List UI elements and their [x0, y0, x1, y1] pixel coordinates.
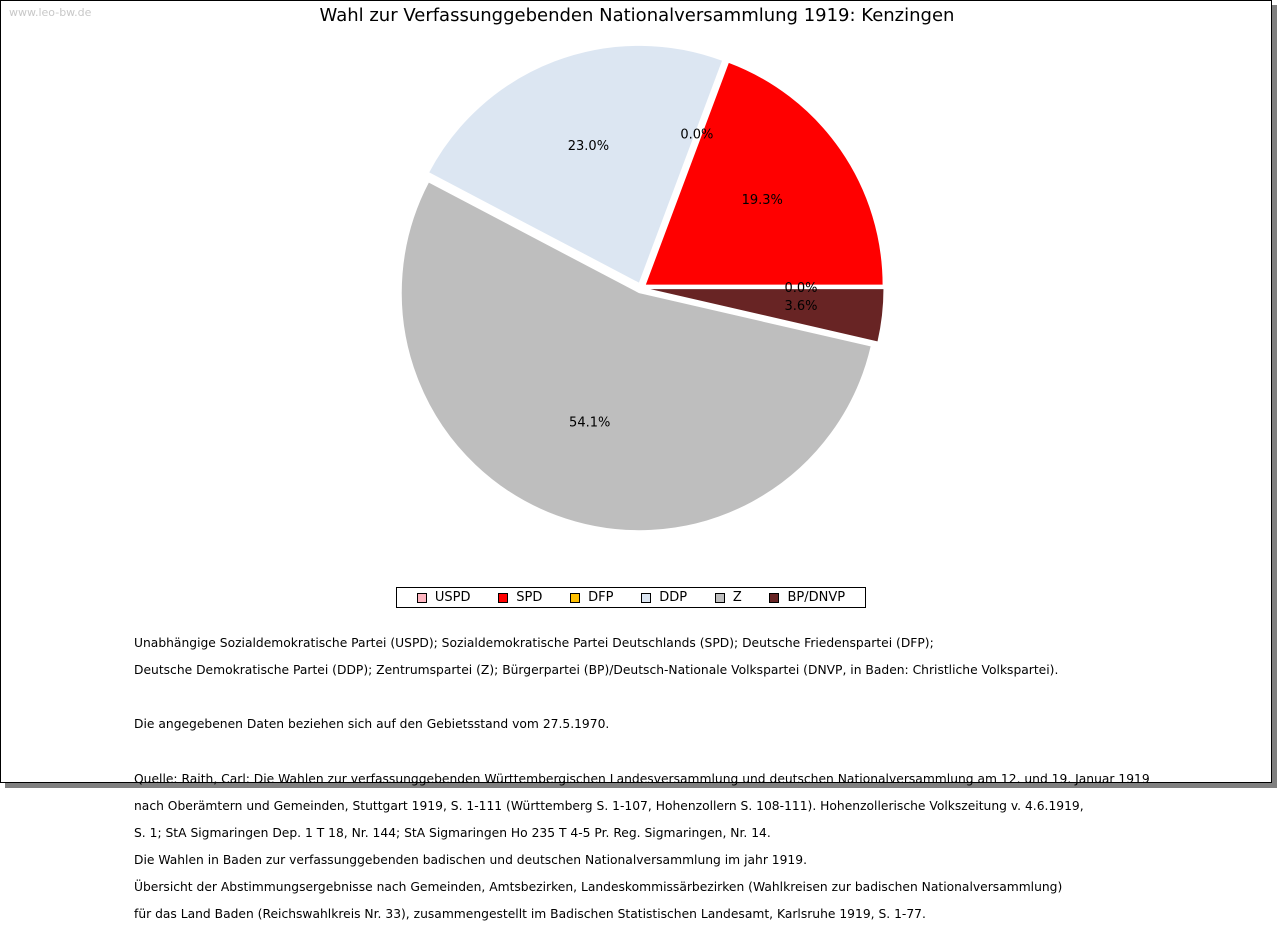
chart-title: Wahl zur Verfassunggebenden Nationalvers… — [319, 5, 955, 26]
pie-label-spd: 19.3% — [742, 193, 783, 208]
legend-swatch — [769, 592, 780, 603]
notes-source-1: Quelle: Raith, Carl: Die Wahlen zur verf… — [134, 771, 1150, 786]
legend-swatch — [498, 592, 509, 603]
notes-source-4: Die Wahlen in Baden zur verfassunggebend… — [134, 853, 807, 868]
legend-item-uspd: USPD — [416, 590, 471, 605]
pie-label-z: 54.1% — [569, 415, 610, 430]
pie-label-uspd: 0.0% — [784, 281, 817, 296]
notes-source-6: für das Land Baden (Reichswahlkreis Nr. … — [134, 907, 926, 922]
legend-swatch — [570, 592, 581, 603]
legend-label: USPD — [434, 590, 471, 605]
pie-label-dfp: 0.0% — [680, 128, 713, 143]
pie-slice-bp-dnvp — [645, 288, 885, 343]
pie-slice-ddp — [427, 44, 724, 285]
legend-item-z: Z — [714, 590, 742, 605]
notes-parties-line1: Unabhängige Sozialdemokratische Partei (… — [134, 635, 934, 650]
notes-parties-line2: Deutsche Demokratische Partei (DDP); Zen… — [134, 662, 1059, 677]
legend-label: BP/DNVP — [787, 590, 846, 605]
legend-label: Z — [732, 590, 742, 605]
legend-swatch — [641, 592, 652, 603]
legend-swatch — [416, 592, 427, 603]
pie-label-ddp: 23.0% — [568, 139, 609, 154]
legend-item-ddp: DDP — [641, 590, 687, 605]
legend-label: DDP — [659, 590, 688, 605]
notes-block: Unabhängige Sozialdemokratische Partei (… — [134, 623, 1234, 936]
pie-chart: 0.0% 19.3% 0.0% 23.0% 54.1% 3.6% — [400, 44, 885, 532]
chart-frame: www.leo-bw.de Wahl zur Verfassunggebende… — [0, 0, 1272, 921]
legend-item-dfp: DFP — [570, 590, 613, 605]
notes-source-5: Übersicht der Abstimmungsergebnisse nach… — [134, 880, 1063, 895]
legend-item-bp-dnvp: BP/DNVP — [769, 590, 845, 605]
watermark: www.leo-bw.de — [9, 6, 92, 19]
notes-territory: Die angegebenen Daten beziehen sich auf … — [134, 717, 610, 732]
legend-swatch — [714, 592, 725, 603]
pie-slice-z — [400, 181, 872, 532]
pie-slice-spd — [644, 61, 884, 286]
legend-label: SPD — [516, 590, 543, 605]
legend-item-spd: SPD — [498, 590, 542, 605]
chart-legend: USPD SPD DFP DDP Z BP/DNVP — [396, 587, 866, 608]
pie-label-bp-dnvp: 3.6% — [784, 299, 817, 314]
legend-label: DFP — [588, 590, 614, 605]
notes-source-2: nach Oberämtern und Gemeinden, Stuttgart… — [134, 798, 1084, 813]
notes-source-3: S. 1; StA Sigmaringen Dep. 1 T 18, Nr. 1… — [134, 825, 771, 840]
